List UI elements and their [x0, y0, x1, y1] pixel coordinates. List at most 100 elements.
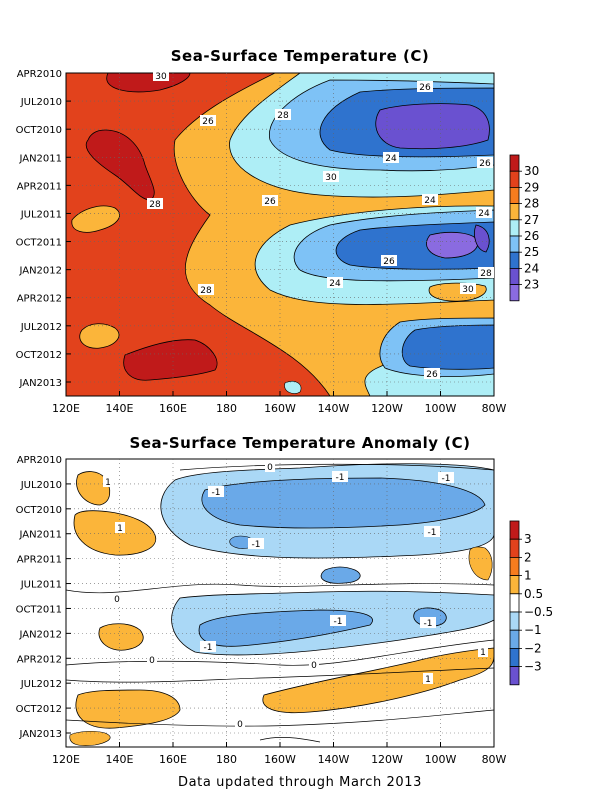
colorbar-label: 28: [524, 197, 539, 211]
contour-label: 1: [115, 522, 125, 534]
svg-text:28: 28: [200, 286, 212, 296]
y-tick-label: JUL2011: [20, 580, 62, 591]
svg-text:28: 28: [277, 111, 289, 121]
chart-title-top: Sea-Surface Temperature (C): [170, 47, 430, 65]
svg-text:26: 26: [202, 117, 214, 127]
y-tick-label: OCT2012: [16, 704, 62, 715]
contour-label: -1: [424, 526, 440, 538]
contour-label: -1: [332, 471, 348, 483]
colorbar-swatch: [509, 557, 520, 577]
x-tick-label: 180: [216, 753, 237, 766]
x-tick-label: 120E: [52, 402, 80, 415]
y-tick-label: OCT2012: [16, 350, 62, 361]
x-tick-label: 160W: [264, 753, 296, 766]
svg-text:28: 28: [480, 269, 492, 279]
colorbar-swatch: [509, 629, 520, 649]
svg-text:-1: -1: [212, 488, 221, 498]
contour-label: 30: [323, 171, 339, 183]
colorbar-label: −3: [524, 660, 542, 674]
chart-title-bottom: Sea-Surface Temperature Anomaly (C): [129, 434, 471, 452]
contour-label: 0: [309, 659, 319, 671]
colorbar-label: 0.5: [524, 587, 543, 601]
colorbar-label: 25: [524, 245, 539, 259]
svg-text:-1: -1: [252, 540, 261, 550]
colorbar-swatch: [509, 251, 520, 269]
y-tick-label: APR2010: [17, 69, 62, 80]
y-ticks-top: APR2010 JUL2010 OCT2010 JAN2011 APR2011 JUL20…: [16, 69, 71, 389]
colorbar-swatch: [509, 219, 520, 237]
contour-label: -1: [330, 615, 346, 627]
x-ticks-bottom: 120E 140E 160E 180 160W 140W 120W 100W 80W: [52, 742, 507, 766]
colorbar-swatch: [509, 203, 520, 221]
footer-note: Data updated through March 2013: [177, 775, 423, 790]
colorbar-swatch: [509, 235, 520, 253]
colorbar-swatch: [509, 186, 520, 204]
y-tick-label: JUL2010: [20, 97, 62, 108]
y-tick-label: APR2011: [17, 181, 62, 192]
x-tick-label: 140E: [106, 402, 134, 415]
y-tick-label: JAN2012: [18, 266, 62, 277]
y-tick-label: OCT2011: [16, 238, 62, 249]
contour-label: 26: [424, 368, 440, 380]
svg-text:-1: -1: [442, 474, 451, 484]
contour-labels-bottom: -1 0 1 1 -1 -1 -1 0 0 -1 -1 -1 1 1 0 0 -1: [103, 461, 488, 730]
y-tick-label: APR2012: [17, 654, 62, 665]
contour-label: 28: [478, 267, 494, 279]
colorbar-top: 30 29 28 27 26 25 24 23: [509, 154, 539, 302]
colorbar-label: 26: [524, 229, 539, 243]
colorbar-label: 1: [524, 569, 532, 583]
svg-text:28: 28: [149, 200, 161, 210]
contour-label: 24: [422, 194, 438, 206]
contour-label: -1: [200, 641, 216, 653]
x-ticks-top: 120E 140E 160E 180 160W 140W 120W 100W 80W: [52, 391, 507, 415]
colorbar-swatch: [509, 538, 520, 558]
colorbar-swatch: [509, 267, 520, 285]
x-tick-label: 120W: [371, 402, 403, 415]
svg-text:30: 30: [325, 173, 337, 183]
colorbar-bottom: 3 2 1 0.5 −0.5 −1 −2 −3: [509, 520, 553, 686]
svg-text:26: 26: [264, 197, 276, 207]
svg-text:-1: -1: [204, 643, 213, 653]
x-tick-label: 180: [216, 402, 237, 415]
svg-text:0: 0: [267, 463, 273, 473]
colorbar-label: 27: [524, 213, 539, 227]
svg-text:1: 1: [105, 478, 111, 488]
x-tick-label: 140W: [318, 753, 350, 766]
y-tick-label: JUL2012: [20, 322, 62, 333]
contour-label: -1: [248, 538, 264, 550]
svg-text:0: 0: [237, 720, 243, 730]
y-tick-label: JUL2012: [20, 679, 62, 690]
svg-text:24: 24: [385, 154, 397, 164]
y-tick-label: APR2011: [17, 555, 62, 566]
svg-text:1: 1: [480, 648, 486, 658]
contour-label: 28: [275, 109, 291, 121]
x-tick-label: 120W: [371, 753, 403, 766]
contour-label: 28: [147, 198, 163, 210]
grid-bottom: [66, 459, 494, 747]
svg-text:30: 30: [462, 285, 474, 295]
svg-text:1: 1: [425, 675, 431, 685]
contour-label: 0: [235, 718, 245, 730]
colorbar-swatch: [509, 170, 520, 188]
x-tick-label: 160E: [159, 753, 187, 766]
sst-field: [66, 73, 494, 396]
y-tick-label: JAN2011: [18, 530, 62, 541]
x-tick-label: 140E: [106, 753, 134, 766]
y-tick-label: APR2010: [17, 455, 62, 466]
contour-label: 0: [112, 593, 122, 605]
contour-label: 1: [423, 673, 433, 685]
contour-label: -1: [438, 472, 454, 484]
colorbar-swatch: [509, 520, 520, 540]
colorbar-swatch: [509, 666, 520, 686]
colorbar-swatch: [509, 284, 520, 302]
svg-text:30: 30: [155, 72, 167, 82]
x-tick-label: 160E: [159, 402, 187, 415]
y-tick-label: JAN2011: [18, 153, 62, 164]
contour-label: 1: [478, 646, 488, 658]
x-tick-label: 120E: [52, 753, 80, 766]
colorbar-label: 3: [524, 532, 532, 546]
contour-label: 30: [460, 283, 476, 295]
y-tick-label: OCT2010: [16, 125, 62, 136]
svg-text:26: 26: [479, 159, 491, 169]
